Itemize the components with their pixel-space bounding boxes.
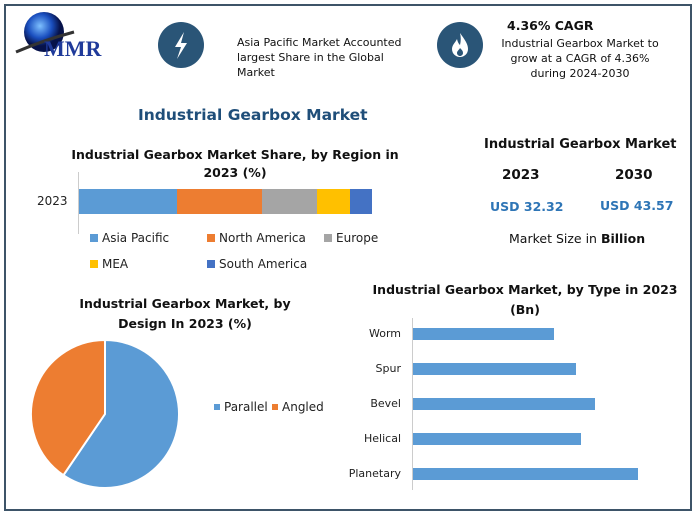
mmr-logo: MMR xyxy=(14,10,114,65)
legend-label: South America xyxy=(219,257,308,271)
legend-swatch xyxy=(207,234,215,242)
region-segment-north-america xyxy=(177,189,263,214)
legend-label: North America xyxy=(219,231,306,245)
value-2023: USD 32.32 xyxy=(490,199,564,214)
legend-label: MEA xyxy=(102,257,129,271)
legend-swatch xyxy=(214,404,220,410)
region-stacked-bar xyxy=(79,189,372,214)
year-2023: 2023 xyxy=(502,167,540,183)
type-category-label: Spur xyxy=(375,362,401,375)
region-segment-asia-pacific xyxy=(79,189,178,214)
page-title: Industrial Gearbox Market xyxy=(138,106,368,124)
type-category-label: Bevel xyxy=(370,397,401,410)
legend-item: South America xyxy=(207,257,307,271)
legend-item: MEA xyxy=(90,257,128,271)
pie-slice-angled xyxy=(30,338,106,477)
type-chart-title: Industrial Gearbox Market, by Type in 20… xyxy=(372,282,678,317)
legend-item: Parallel xyxy=(214,400,268,414)
logo-text: MMR xyxy=(44,36,102,61)
globe-icon xyxy=(15,12,75,54)
legend-swatch xyxy=(324,234,332,242)
market-size-note: Market Size in Billion xyxy=(509,231,645,246)
region-axis-label: 2023 xyxy=(37,194,68,208)
lightning-icon xyxy=(158,22,204,68)
region-chart-title: Industrial Gearbox Market Share, by Regi… xyxy=(71,147,399,180)
region-segment-mea xyxy=(317,189,350,214)
market-size-title: Industrial Gearbox Market xyxy=(484,137,677,152)
design-chart-title: Industrial Gearbox Market, by Design In … xyxy=(79,296,291,331)
legend-swatch xyxy=(90,234,98,242)
note-unit: Billion xyxy=(600,231,646,246)
legend-item: North America xyxy=(207,231,306,245)
legend-label: Angled xyxy=(282,400,324,414)
note-prefix: Market Size in xyxy=(509,231,601,246)
type-bar-worm xyxy=(413,328,554,340)
type-bar-planetary xyxy=(413,468,638,480)
region-segment-south-america xyxy=(350,189,372,214)
legend-label: Parallel xyxy=(224,400,268,414)
region-segment-europe xyxy=(262,189,318,214)
legend-label: Asia Pacific xyxy=(102,231,170,245)
legend-label: Europe xyxy=(336,231,379,245)
legend-swatch xyxy=(272,404,278,410)
highlight-text: Asia Pacific Market Accounted largest Sh… xyxy=(237,36,402,79)
type-category-label: Planetary xyxy=(348,467,401,480)
legend-swatch xyxy=(207,260,215,268)
pie-slice-parallel xyxy=(62,338,180,489)
value-2030: USD 43.57 xyxy=(600,198,674,213)
legend-item: Europe xyxy=(324,231,378,245)
flame-icon xyxy=(437,22,483,68)
type-bar-bevel xyxy=(413,398,595,410)
region-axis-line xyxy=(78,172,79,234)
cagr-text: Industrial Gearbox Market to grow at a C… xyxy=(501,37,659,80)
legend-item: Angled xyxy=(272,400,324,414)
legend-swatch xyxy=(90,260,98,268)
year-2030: 2030 xyxy=(615,167,653,183)
type-bar-spur xyxy=(413,363,576,375)
frame-border xyxy=(4,4,692,511)
type-category-label: Worm xyxy=(368,327,401,340)
design-pie-chart xyxy=(30,338,180,489)
cagr-title: 4.36% CAGR xyxy=(507,18,594,33)
type-category-label: Helical xyxy=(364,432,401,445)
type-axis-line xyxy=(412,318,413,490)
legend-item: Asia Pacific xyxy=(90,231,169,245)
type-bar-helical xyxy=(413,433,582,445)
